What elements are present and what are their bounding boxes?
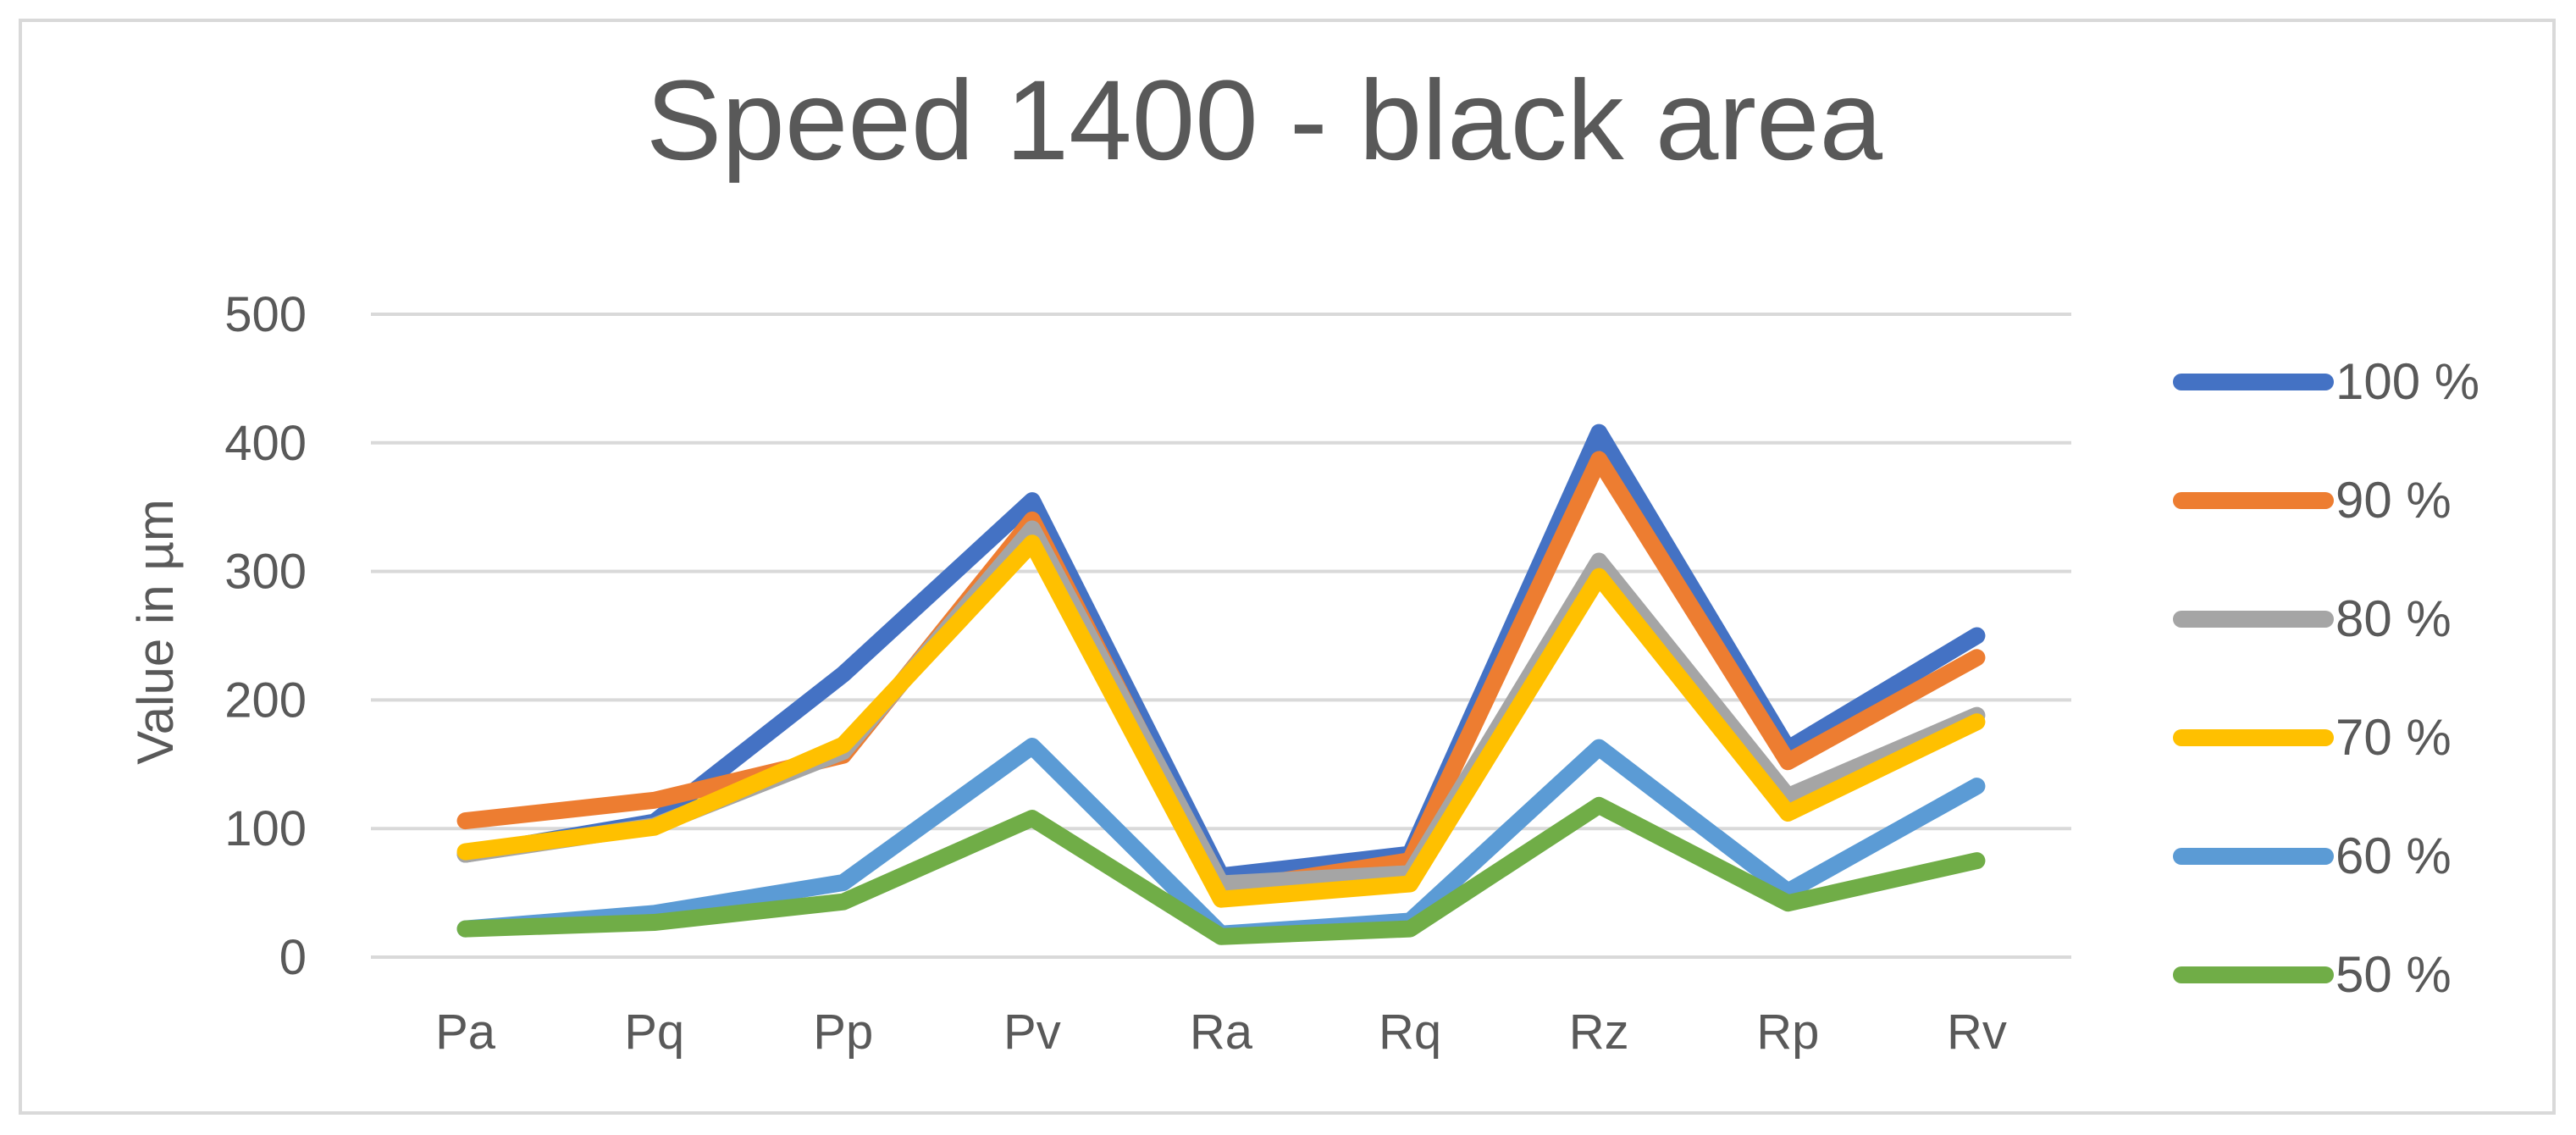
x-tick-label: Rv [1947,1005,2007,1060]
legend: 100 % 90 % 80 % 70 % 60 % 50 % [2173,353,2479,1003]
y-tick-label: 0 [279,930,307,985]
series-line-4 [456,534,1986,908]
chart-title: Speed 1400 - black area [646,58,1883,184]
x-tick-label: Ra [1190,1005,1253,1060]
legend-label: 80 % [2336,590,2452,647]
y-tick-label: 200 [224,673,307,728]
series-lines [456,424,1986,945]
y-tick-label: 500 [224,287,307,342]
y-tick-label: 400 [224,416,307,471]
y-tick-label: 300 [224,545,307,600]
x-tick-label: Pp [813,1005,873,1060]
x-tick-label: Pv [1003,1005,1061,1060]
chart-frame: Speed 1400 - black area Value in µm 0 100… [19,19,2556,1115]
legend-label: 70 % [2336,709,2452,766]
series-line-6 [456,796,1986,945]
legend-label: 50 % [2336,946,2452,1003]
x-tick-label: Rz [1569,1005,1629,1060]
x-tick-label: Rp [1756,1005,1819,1060]
x-axis-ticks: Pa Pq Pp Pv Ra Rq Rz Rp Rv [435,1005,2007,1060]
legend-label: 90 % [2336,472,2452,529]
y-axis-title: Value in µm [127,499,184,765]
x-tick-label: Pa [435,1005,496,1060]
y-tick-label: 100 [224,801,307,856]
legend-label: 100 % [2336,353,2479,410]
x-tick-label: Pq [624,1005,684,1060]
legend-label: 60 % [2336,828,2452,884]
y-axis-ticks: 0 100 200 300 400 500 [224,287,307,985]
x-tick-label: Rq [1379,1005,1441,1060]
line-chart: Speed 1400 - black area Value in µm 0 100… [127,58,2479,1060]
